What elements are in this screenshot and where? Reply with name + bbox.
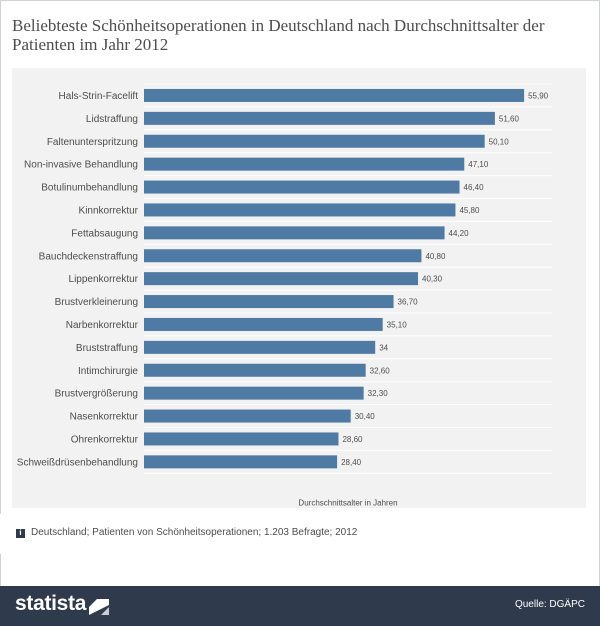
- category-label: Botulinumbehandlung: [41, 183, 138, 194]
- footer: statista Quelle: DGÄPC: [0, 586, 600, 626]
- category-label: Hals-Strin-Facelift: [59, 91, 139, 102]
- value-label: 28,60: [342, 435, 363, 444]
- category-label: Faltenunterspritzung: [47, 137, 138, 148]
- bar: [144, 111, 495, 125]
- bar: [144, 203, 456, 217]
- value-label: 50,10: [489, 137, 510, 146]
- bar: [144, 295, 394, 309]
- category-label: Ohrenkorrektur: [71, 434, 139, 445]
- bar-chart: Hals-Strin-Facelift 55,90 Lidstraffung 51,6…: [17, 83, 552, 507]
- value-label: 51,60: [499, 114, 520, 123]
- bar: [144, 455, 338, 469]
- bar: [144, 272, 419, 286]
- value-label: 28,40: [341, 458, 362, 467]
- bar: [144, 432, 339, 446]
- value-label: 44,20: [449, 229, 470, 238]
- category-label: Lidstraffung: [86, 114, 138, 125]
- value-label: 47,10: [468, 160, 489, 169]
- info-icon: i: [16, 529, 25, 538]
- category-label: Brustvergrößerung: [55, 389, 138, 400]
- category-label: Intimchirurgie: [78, 366, 138, 377]
- bar: [144, 249, 422, 263]
- value-label: 36,70: [398, 298, 419, 307]
- category-label: Bruststraffung: [76, 343, 138, 354]
- value-label: 35,10: [387, 320, 408, 329]
- chart-panel: Hals-Strin-Facelift 55,90 Lidstraffung 51,6…: [12, 68, 586, 508]
- value-label: 40,80: [425, 252, 446, 261]
- category-label: Brustverkleinerung: [55, 297, 138, 308]
- bar: [144, 157, 465, 171]
- bar: [144, 340, 376, 354]
- survey-note: Deutschland; Patienten von Schönheitsope…: [31, 527, 358, 538]
- value-label: 32,60: [370, 366, 391, 375]
- note-bar: i Deutschland; Patienten von Schönheitso…: [0, 514, 598, 554]
- category-label: Schweißdrüsenbehandlung: [17, 457, 138, 468]
- statista-logo[interactable]: statista: [15, 592, 87, 615]
- chart-title: Beliebteste Schönheitsoperationen in Deu…: [12, 16, 545, 54]
- value-label: 46,40: [464, 183, 485, 192]
- bar: [144, 409, 351, 423]
- bar: [144, 226, 445, 240]
- value-label: 55,90: [528, 91, 549, 100]
- category-label: Fettabsaugung: [71, 228, 138, 239]
- bar: [144, 363, 366, 377]
- statista-logo-icon: [89, 599, 109, 615]
- bar: [144, 88, 525, 102]
- category-label: Narbenkorrektur: [66, 320, 139, 331]
- bar: [144, 180, 460, 194]
- bar: [144, 134, 485, 148]
- bar: [144, 386, 364, 400]
- value-label: 45,80: [459, 206, 480, 215]
- value-label: 40,30: [422, 275, 443, 284]
- category-label: Lippenkorrektur: [69, 274, 139, 285]
- value-label: 30,40: [355, 412, 376, 421]
- value-label: 32,30: [368, 389, 389, 398]
- category-label: Non-invasive Behandlung: [24, 160, 138, 171]
- source-label: Quelle: DGÄPC: [514, 599, 585, 610]
- category-label: Nasenkorrektur: [70, 412, 139, 423]
- category-label: Kinnkorrektur: [79, 205, 139, 216]
- value-label: 34: [379, 343, 388, 352]
- bar: [144, 317, 383, 331]
- x-axis-label: Durchschnittsalter in Jahren: [298, 498, 397, 507]
- category-label: Bauchdeckenstraffung: [39, 251, 138, 262]
